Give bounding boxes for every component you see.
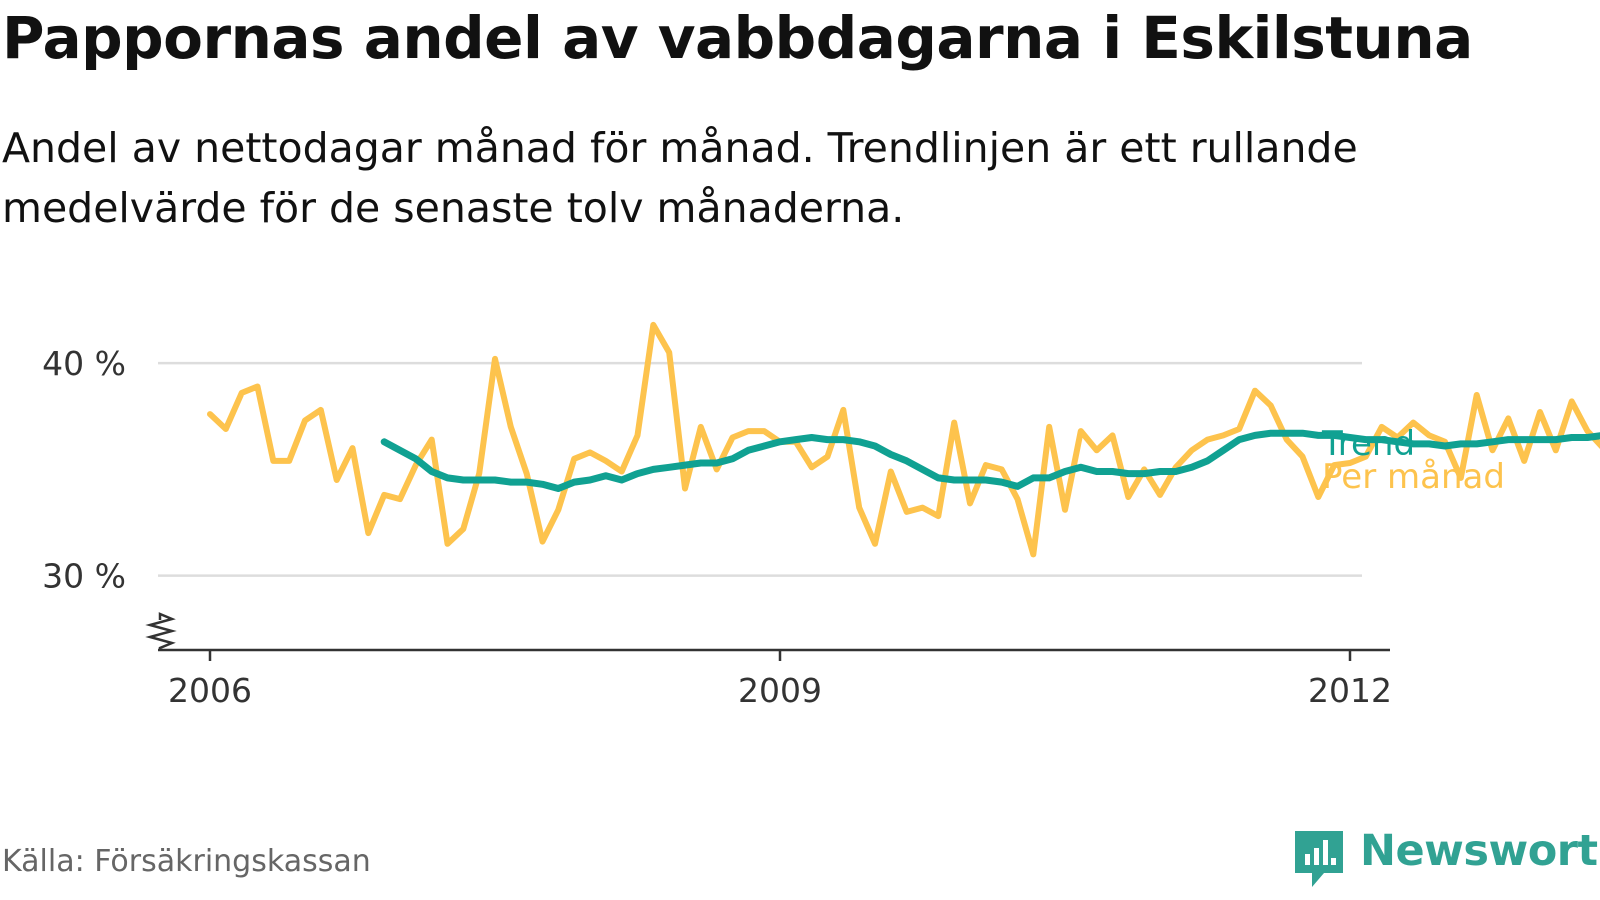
x-tick-label: 2006 xyxy=(168,671,252,710)
x-axis: 2006200920122015201820212023 xyxy=(158,648,1392,710)
chart-title: Pappornas andel av vabbdagarna i Eskilst… xyxy=(2,4,1473,72)
source-note: Källa: Försäkringskassan xyxy=(2,844,371,879)
y-tick-label: 40 % xyxy=(42,344,126,383)
y-tick-label: 30 % xyxy=(42,557,126,596)
chart-subtitle: Andel av nettodagar månad för månad. Tre… xyxy=(2,124,1358,232)
line-chart: 30 %40 % 2006200920122015201820212023 Tr… xyxy=(42,321,1600,710)
series-lines xyxy=(207,321,1600,558)
series-line-per-manad xyxy=(207,321,1600,558)
newsworthy-logo-icon xyxy=(1295,831,1343,887)
axis-break-icon xyxy=(145,612,177,650)
legend-label-per-manad: Per månad xyxy=(1322,457,1505,497)
y-axis: 30 % 40 % xyxy=(42,344,126,596)
x-tick-label: 2009 xyxy=(738,671,822,710)
gridlines xyxy=(158,361,1362,577)
legend-label-trend: Trend xyxy=(1321,424,1415,464)
x-tick-label: 2012 xyxy=(1308,671,1392,710)
brand-name: Newsworthy xyxy=(1360,826,1600,876)
series-line-trend xyxy=(380,429,1600,492)
